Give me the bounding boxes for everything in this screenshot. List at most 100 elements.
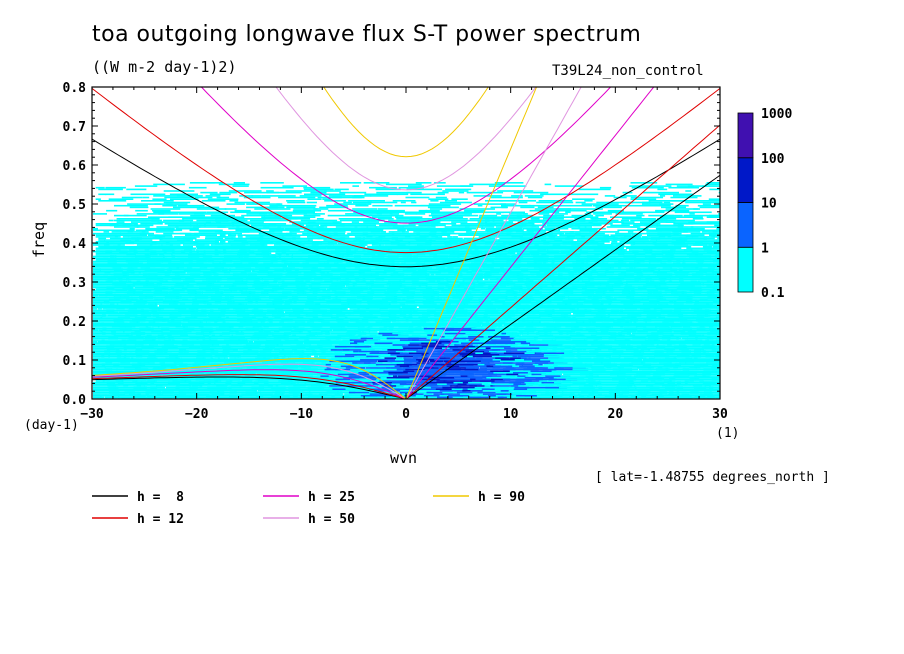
spectrum-cell xyxy=(354,345,370,348)
spectrum-cell xyxy=(347,298,373,300)
spectrum-cell xyxy=(438,344,445,346)
spectrum-cell xyxy=(433,375,446,377)
spectrum-cell xyxy=(170,259,196,261)
spectrum-cell xyxy=(236,383,255,386)
spectrum-cell xyxy=(184,249,192,251)
spectrum-cell xyxy=(492,275,528,277)
spectrum-cell xyxy=(206,396,220,399)
spectrum-cell xyxy=(404,286,409,289)
spectrum-cell xyxy=(203,281,216,284)
spectrum-cell xyxy=(158,342,188,345)
spectrum-cell xyxy=(107,260,139,263)
spectrum-cell xyxy=(430,273,435,276)
spectrum-cell xyxy=(356,296,365,299)
spectrum-cell xyxy=(214,301,235,304)
spectrum-cell xyxy=(345,388,357,390)
spectrum-cell xyxy=(626,259,644,261)
spectrum-cell xyxy=(256,342,279,345)
spectrum-cell xyxy=(406,257,437,259)
spectrum-cell xyxy=(644,372,658,374)
spectrum-cell xyxy=(696,281,720,284)
spectrum-cell xyxy=(385,394,394,397)
spectrum-cell xyxy=(452,322,483,325)
spectrum-cell xyxy=(229,355,241,358)
spectrum-cell xyxy=(198,326,234,328)
spectrum-cell xyxy=(541,239,563,241)
spectrum-cell xyxy=(344,316,377,318)
spectrum-cell xyxy=(291,354,310,356)
spectrum-cell xyxy=(265,267,295,269)
spectrum-cell xyxy=(281,319,293,322)
spectrum-cell xyxy=(625,349,651,351)
spectrum-cell xyxy=(695,242,720,245)
spectrum-cell xyxy=(296,291,304,294)
spectrum-cell xyxy=(103,275,114,277)
spectrum-cell xyxy=(343,268,369,271)
spectrum-cell xyxy=(288,386,322,389)
spectrum-cell xyxy=(494,386,530,389)
spectrum-cell xyxy=(422,267,445,269)
spectrum-cell xyxy=(448,367,478,369)
spectrum-cell xyxy=(523,277,539,279)
spectrum-cell xyxy=(307,296,331,299)
spectrum-cell xyxy=(690,391,712,394)
spectrum-cell xyxy=(146,365,173,368)
spectrum-cell xyxy=(535,378,557,381)
spectrum-cell xyxy=(615,244,625,246)
spectrum-cell xyxy=(615,352,642,354)
spectrum-cell xyxy=(131,237,139,240)
spectrum-cell xyxy=(620,301,641,304)
spectrum-cell xyxy=(595,326,611,328)
spectrum-cell xyxy=(157,349,163,351)
spectrum-cell xyxy=(157,337,174,340)
spectrum-cell xyxy=(681,358,701,361)
spectrum-cell xyxy=(196,244,210,246)
spectrum-cell xyxy=(253,306,291,309)
spectrum-cell xyxy=(488,257,513,259)
spectrum-cell xyxy=(327,306,350,309)
spectrum-cell xyxy=(399,383,438,386)
spectrum-cell xyxy=(691,313,720,315)
spectrum-cell xyxy=(218,318,252,320)
spectrum-cell xyxy=(349,342,360,345)
spectrum-cell xyxy=(480,227,486,230)
spectrum-cell xyxy=(711,313,720,315)
spectrum-cell xyxy=(126,298,133,300)
spectrum-cell xyxy=(599,283,624,286)
spectrum-cell xyxy=(156,385,192,387)
spectrum-cell xyxy=(158,245,191,248)
spectrum-cell xyxy=(585,234,610,236)
spectrum-cell xyxy=(605,255,637,258)
spectrum-cell xyxy=(115,340,126,343)
spectrum-cell xyxy=(249,257,279,259)
spectrum-cell xyxy=(287,265,309,268)
spectrum-cell xyxy=(441,393,474,395)
spectrum-cell xyxy=(222,332,245,335)
spectrum-cell xyxy=(116,368,149,371)
spectrum-cell xyxy=(137,362,155,364)
spectrum-cell xyxy=(554,327,583,330)
spectrum-cell xyxy=(198,281,204,284)
spectrum-cell xyxy=(247,349,273,351)
spectrum-cell xyxy=(350,290,386,292)
spectrum-cell xyxy=(554,367,586,369)
spectrum-cell xyxy=(637,358,643,361)
spectrum-cell xyxy=(657,378,676,381)
spectrum-cell xyxy=(375,278,385,281)
spectrum-cell xyxy=(431,236,443,238)
spectrum-cell xyxy=(517,375,529,377)
spectrum-cell xyxy=(637,331,672,333)
spectrum-cell xyxy=(703,368,720,371)
spectrum-cell xyxy=(238,275,250,277)
spectrum-cell xyxy=(110,237,142,240)
spectrum-cell xyxy=(527,324,549,327)
spectrum-cell xyxy=(354,226,369,228)
spectrum-cell xyxy=(384,388,411,390)
spectrum-cell xyxy=(532,360,564,363)
spectrum-cell xyxy=(515,360,544,363)
spectrum-cell xyxy=(582,293,620,295)
spectrum-cell xyxy=(358,350,379,353)
spectrum-cell xyxy=(662,342,677,345)
spectrum-cell xyxy=(641,236,666,238)
spectrum-cell xyxy=(703,237,715,240)
